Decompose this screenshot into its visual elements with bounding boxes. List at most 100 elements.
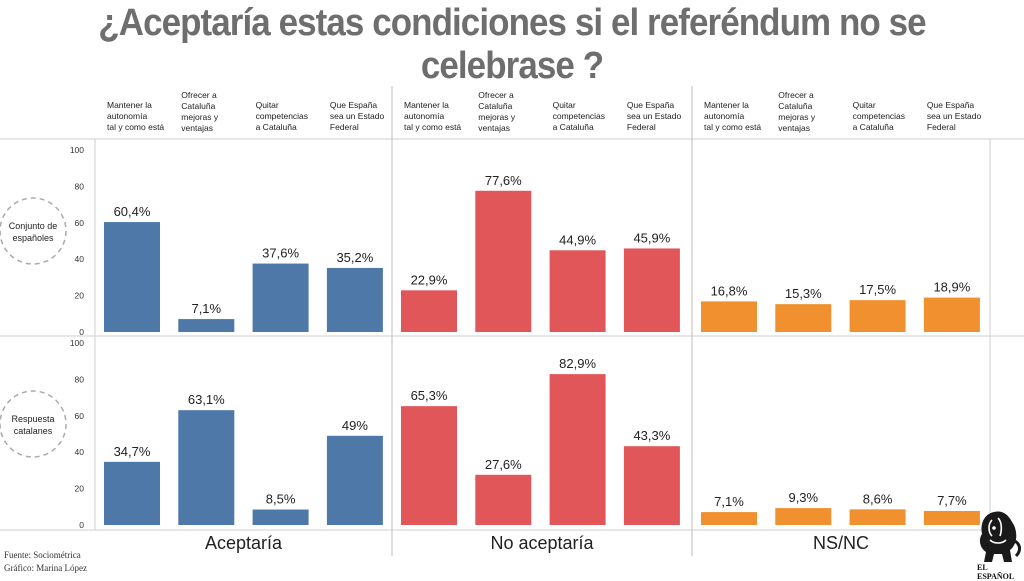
row-label: españoles	[12, 233, 54, 243]
bar	[623, 248, 680, 332]
category-header-line: Cataluña	[478, 101, 512, 111]
category-header-line: ventajas	[778, 123, 810, 133]
chart-title: ¿Aceptaría estas condiciones si el refer…	[98, 2, 926, 87]
y-tick-label: 40	[75, 254, 85, 264]
y-tick-label: 0	[79, 520, 84, 530]
category-header-line: ventajas	[181, 123, 213, 133]
bar-data-label: 35,2%	[336, 250, 373, 265]
bar	[775, 508, 832, 525]
category-header-line: Quitar	[256, 100, 279, 110]
row-label: Respuesta	[11, 414, 54, 424]
category-header-line: Quitar	[853, 100, 876, 110]
category-header-line: mejoras y	[181, 112, 219, 122]
category-header-line: autonomía	[704, 111, 744, 121]
category-header-line: autonomía	[107, 111, 147, 121]
category-header-line: tal y como está	[107, 122, 164, 132]
y-tick-label: 100	[70, 338, 84, 348]
bar-data-label: 7,1%	[714, 494, 744, 509]
bar	[252, 509, 309, 525]
category-header: Quitar competencias a Cataluña	[853, 100, 905, 132]
bar-data-label: 17,5%	[859, 282, 896, 297]
y-tick-label: 80	[75, 374, 85, 384]
bar-data-label: 7,7%	[937, 493, 967, 508]
category-header-line: mejoras y	[478, 112, 516, 122]
category-header-line: sea un Estado	[330, 111, 385, 121]
group-label: Aceptaría	[205, 533, 283, 553]
category-header-line: Que España	[927, 100, 975, 110]
bar-data-label: 9,3%	[788, 490, 818, 505]
bar-data-label: 60,4%	[114, 204, 151, 219]
row-label-circle	[0, 390, 67, 458]
bar	[849, 509, 906, 525]
bar	[623, 446, 680, 525]
bar	[923, 510, 980, 525]
category-header: Mantener la autonomía tal y como está	[404, 100, 461, 132]
row-label: Conjunto de	[9, 221, 58, 231]
category-header: Mantener la autonomía tal y como está	[704, 100, 761, 132]
row-label-circle	[0, 197, 67, 265]
category-header-line: ventajas	[478, 123, 510, 133]
bar-data-label: 49%	[342, 418, 368, 433]
bar-data-label: 82,9%	[559, 356, 596, 371]
bar	[549, 374, 606, 525]
bar-data-label: 22,9%	[411, 272, 448, 287]
category-header: Quitar competencias a Cataluña	[553, 100, 605, 132]
y-tick-label: 20	[75, 291, 85, 301]
category-header-line: Ofrecer a	[181, 90, 217, 100]
category-header-line: Que España	[330, 100, 378, 110]
bar	[701, 512, 757, 525]
bar-data-label: 7,1%	[191, 301, 221, 316]
logo-wordmark: EL ESPAÑOL	[977, 563, 1015, 581]
y-tick-label: 80	[75, 181, 85, 191]
category-header-line: autonomía	[404, 111, 444, 121]
bar	[849, 300, 906, 332]
bar	[549, 250, 606, 332]
category-header-line: Cataluña	[181, 101, 215, 111]
category-header-line: Cataluña	[778, 101, 812, 111]
bar-data-label: 65,3%	[411, 388, 448, 403]
category-header-line: Mantener la	[704, 100, 749, 110]
bar	[104, 461, 160, 525]
author-note: Gráfico: Marina López	[4, 563, 87, 573]
y-tick-label: 100	[70, 145, 84, 155]
category-header-line: sea un Estado	[927, 111, 982, 121]
y-tick-label: 0	[79, 327, 84, 337]
category-header-line: Ofrecer a	[778, 90, 814, 100]
bar	[104, 222, 160, 332]
category-header-line: Mantener la	[404, 100, 449, 110]
bar	[775, 304, 832, 332]
bar	[475, 474, 532, 525]
bar	[178, 410, 235, 525]
category-header-line: tal y como está	[404, 122, 461, 132]
category-header: Que España sea un Estado Federal	[627, 100, 682, 132]
category-header: Que España sea un Estado Federal	[330, 100, 385, 132]
y-tick-label: 20	[75, 484, 85, 494]
category-header-line: Federal	[627, 122, 656, 132]
category-header-line: Que España	[627, 100, 675, 110]
category-header-line: Federal	[927, 122, 956, 132]
category-header-line: a Cataluña	[553, 122, 594, 132]
category-header: Que España sea un Estado Federal	[927, 100, 982, 132]
category-header-line: Mantener la	[107, 100, 152, 110]
bar-data-label: 63,1%	[188, 392, 225, 407]
category-header: Ofrecer a Cataluña mejoras y ventajas	[778, 90, 816, 133]
y-tick-label: 40	[75, 447, 85, 457]
bar	[701, 301, 757, 332]
bar	[326, 435, 383, 525]
y-tick-label: 60	[75, 218, 85, 228]
category-header: Ofrecer a Cataluña mejoras y ventajas	[181, 90, 219, 133]
category-header: Ofrecer a Cataluña mejoras y ventajas	[478, 90, 516, 133]
bar-data-label: 27,6%	[485, 457, 522, 472]
category-header-line: a Cataluña	[853, 122, 894, 132]
bar-data-label: 77,6%	[485, 173, 522, 188]
bar	[401, 406, 457, 525]
bar-data-label: 15,3%	[785, 286, 822, 301]
category-header-line: a Cataluña	[256, 122, 297, 132]
category-header-line: Quitar	[553, 100, 576, 110]
group-label: No aceptaría	[490, 533, 594, 553]
group-label: NS/NC	[813, 533, 869, 553]
bar	[401, 290, 457, 332]
category-header-line: sea un Estado	[627, 111, 682, 121]
row-label: catalanes	[14, 426, 53, 436]
